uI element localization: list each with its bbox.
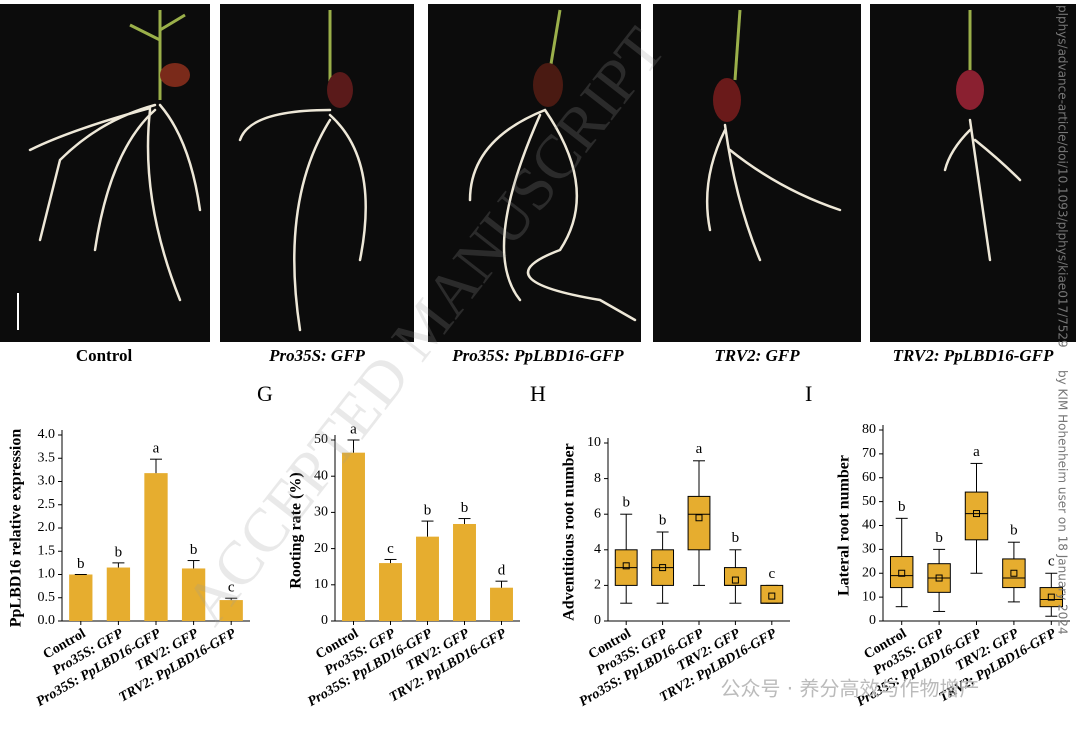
mean-marker bbox=[935, 574, 943, 582]
bar bbox=[490, 587, 513, 621]
panel-label: I bbox=[805, 381, 812, 406]
significance-letter: b bbox=[424, 503, 432, 519]
photo-caption: Control bbox=[76, 346, 133, 365]
photo bbox=[428, 4, 641, 342]
y-tick-label: 40 bbox=[314, 468, 328, 483]
y-tick-label: 0 bbox=[594, 613, 601, 628]
mean-marker bbox=[731, 576, 739, 584]
significance-letter: b bbox=[190, 542, 198, 558]
mean-marker bbox=[973, 510, 980, 518]
bar bbox=[219, 600, 243, 621]
mean-marker bbox=[898, 569, 906, 577]
y-tick-label: 0.0 bbox=[38, 613, 56, 628]
mean-marker bbox=[695, 514, 703, 522]
mean-marker bbox=[1010, 569, 1018, 577]
significance-letter: a bbox=[973, 444, 980, 460]
y-tick-label: 2.5 bbox=[38, 497, 56, 512]
y-tick-label: 60 bbox=[862, 470, 876, 485]
significance-letter: a bbox=[350, 421, 357, 437]
y-tick-label: 4.0 bbox=[38, 427, 56, 442]
box bbox=[687, 495, 711, 551]
bar bbox=[379, 563, 402, 621]
bar bbox=[144, 473, 168, 621]
y-tick-label: 50 bbox=[314, 432, 328, 447]
photo-caption: Pro35S: GFP bbox=[268, 346, 365, 365]
y-tick-label: 70 bbox=[862, 446, 876, 461]
y-tick-label: 8 bbox=[594, 471, 601, 486]
photo bbox=[870, 4, 1076, 342]
photo-caption: Pro35S: PpLBD16-GFP bbox=[451, 346, 624, 365]
photo bbox=[220, 4, 414, 342]
side-note: plphys/advance-article/doi/10.1093/plphy… bbox=[1056, 5, 1070, 348]
y-tick-label: 10 bbox=[862, 589, 876, 604]
box bbox=[1002, 558, 1026, 589]
photo bbox=[653, 4, 861, 342]
y-axis-label: PpLBD16 relative expression bbox=[8, 429, 25, 628]
y-tick-label: 4 bbox=[594, 542, 601, 557]
significance-letter: b bbox=[115, 544, 123, 560]
significance-letter: c bbox=[768, 566, 775, 582]
mean-marker bbox=[1047, 593, 1055, 601]
y-tick-label: 10 bbox=[314, 577, 328, 592]
photo bbox=[0, 4, 210, 342]
y-axis-label: Adventitious root number bbox=[561, 443, 578, 621]
significance-letter: a bbox=[153, 441, 160, 457]
wechat-watermark: 公众号 · 养分高效与作物增产 bbox=[720, 677, 979, 701]
box bbox=[889, 556, 914, 589]
y-tick-label: 40 bbox=[862, 518, 876, 533]
y-tick-label: 20 bbox=[862, 565, 876, 580]
y-tick-label: 1.5 bbox=[38, 543, 56, 558]
y-tick-label: 20 bbox=[314, 541, 328, 556]
y-tick-label: 80 bbox=[862, 422, 876, 437]
significance-letter: b bbox=[1010, 523, 1018, 539]
bar bbox=[69, 574, 93, 621]
mean-marker bbox=[659, 564, 667, 572]
significance-letter: c bbox=[387, 541, 394, 557]
significance-letter: b bbox=[898, 499, 906, 515]
y-tick-label: 50 bbox=[862, 494, 876, 509]
bar bbox=[416, 536, 439, 621]
mean-marker bbox=[622, 562, 630, 570]
significance-letter: c bbox=[1048, 554, 1055, 570]
significance-letter: a bbox=[696, 441, 703, 457]
y-tick-label: 0 bbox=[869, 613, 876, 628]
significance-letter: d bbox=[498, 563, 506, 579]
side-note: by KIM Hohenheim user on 18 January 2024 bbox=[1056, 370, 1070, 635]
y-tick-label: 10 bbox=[587, 435, 601, 450]
bar bbox=[181, 568, 206, 621]
mean-marker bbox=[768, 592, 776, 600]
y-tick-label: 3.0 bbox=[38, 474, 56, 489]
y-tick-label: 30 bbox=[314, 505, 328, 520]
bar bbox=[453, 523, 476, 621]
y-axis-label: Rooting rate (%) bbox=[288, 472, 305, 588]
charts: 0.0 0.5 1.0 1.5 2.0 2.5 3.0 3.5 4.0 PpLBD16 relat… bbox=[8, 381, 1070, 710]
significance-letter: b bbox=[622, 495, 630, 511]
y-tick-label: 30 bbox=[862, 542, 876, 557]
y-tick-label: 2 bbox=[594, 578, 601, 593]
bar bbox=[106, 567, 131, 621]
y-tick-label: 0 bbox=[321, 613, 328, 628]
significance-letter: b bbox=[659, 512, 667, 528]
bar bbox=[342, 452, 365, 621]
y-tick-label: 0.5 bbox=[38, 590, 56, 605]
significance-letter: b bbox=[461, 500, 469, 516]
panel-label: G bbox=[257, 381, 273, 406]
y-tick-label: 6 bbox=[594, 506, 601, 521]
significance-letter: b bbox=[77, 556, 85, 572]
y-tick-label: 3.5 bbox=[38, 450, 56, 465]
y-tick-label: 1.0 bbox=[38, 567, 56, 582]
photo-caption: TRV2: PpLBD16-GFP bbox=[893, 346, 1054, 365]
panel-label: H bbox=[530, 381, 546, 406]
photos bbox=[0, 4, 1076, 342]
significance-letter: b bbox=[732, 530, 740, 546]
y-tick-label: 2.0 bbox=[38, 520, 56, 535]
box bbox=[964, 491, 989, 541]
significance-letter: c bbox=[228, 580, 235, 596]
photo-caption: TRV2: GFP bbox=[714, 346, 800, 365]
box bbox=[1039, 587, 1064, 608]
box bbox=[760, 584, 784, 604]
significance-letter: b bbox=[935, 530, 943, 546]
y-axis-label: Lateral root number bbox=[836, 455, 853, 596]
